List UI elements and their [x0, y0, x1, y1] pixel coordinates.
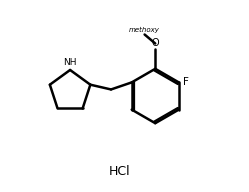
Text: O: O	[151, 38, 159, 48]
Text: F: F	[183, 77, 189, 87]
Text: HCl: HCl	[109, 165, 130, 178]
Text: methoxy: methoxy	[129, 26, 160, 33]
Text: NH: NH	[63, 58, 77, 67]
